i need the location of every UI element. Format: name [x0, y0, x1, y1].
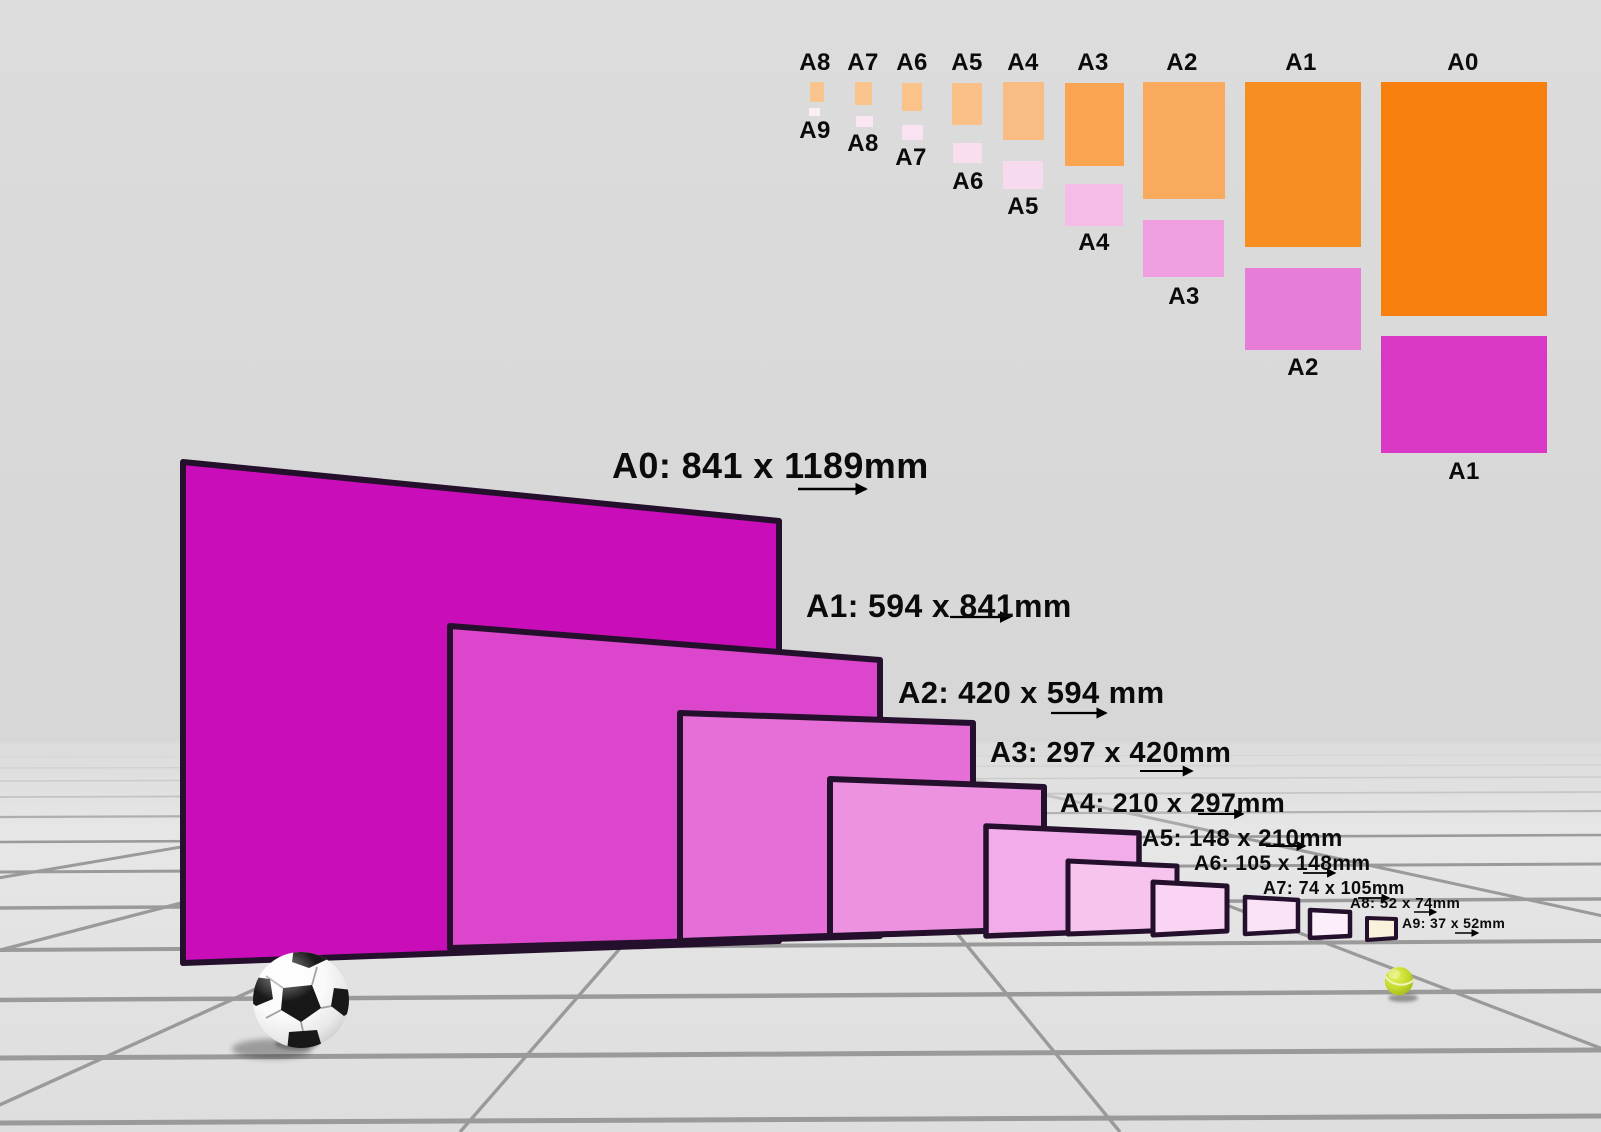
panel-sheet-pink-A2	[1245, 268, 1361, 350]
soccer-ball-pattern	[253, 952, 349, 1048]
panel-label-top-A0: A0	[1447, 49, 1479, 76]
panel-label-bottom-A1: A1	[1448, 458, 1480, 485]
sheet-row	[180, 459, 1398, 966]
panel-sheet-pink-A5	[1003, 161, 1043, 189]
sheet-label-A5: A5: 148 x 210mm	[1142, 825, 1343, 852]
sheet-A8	[1307, 907, 1353, 941]
sheet-label-A0: A0: 841 x 1189mm	[612, 445, 929, 486]
panel-label-bottom-A3: A3	[1168, 283, 1200, 310]
panel-sheet-pink-A6	[953, 143, 982, 163]
sheet-label-A8: A8: 52 x 74mm	[1350, 895, 1461, 912]
panel-label-bottom-A5: A5	[1007, 193, 1039, 220]
panel-sheet-orange-A4	[1003, 82, 1044, 140]
sheet-label-A3: A3: 297 x 420mm	[990, 737, 1232, 769]
sheet-A9	[1365, 916, 1398, 942]
panel-sheet-orange-A7	[855, 82, 872, 105]
panel-label-top-A8: A8	[799, 49, 831, 76]
sheet-label-A6: A6: 105 x 148mm	[1194, 852, 1371, 875]
width-arrows	[798, 482, 1480, 937]
panel-label-bottom-A2: A2	[1287, 354, 1319, 381]
size-comparison-panel	[809, 82, 1547, 453]
panel-sheet-orange-A6	[902, 83, 922, 111]
panel-sheet-pink-A3	[1143, 220, 1224, 277]
panel-sheet-orange-A3	[1065, 83, 1124, 166]
panel-sheet-orange-A0	[1381, 82, 1547, 316]
panel-sheet-pink-A7	[902, 125, 923, 140]
panel-label-bottom-A4: A4	[1078, 229, 1110, 256]
panel-label-bottom-A7: A7	[895, 144, 927, 171]
floor-grid-line	[0, 1113, 1601, 1126]
panel-label-top-A6: A6	[896, 49, 928, 76]
panel-sheet-pink-A9	[809, 108, 820, 116]
tennis-ball-highlight	[1388, 969, 1400, 979]
sheet-label-A9: A9: 37 x 52mm	[1402, 915, 1506, 931]
panel-label-top-A5: A5	[951, 49, 983, 76]
panel-sheet-orange-A2	[1143, 82, 1225, 199]
panel-sheet-pink-A4	[1065, 184, 1123, 226]
soccer-ball	[232, 952, 349, 1059]
sheet-label-A4: A4: 210 x 297mm	[1060, 788, 1286, 818]
panel-sheet-orange-A8	[810, 82, 824, 102]
tennis-ball-body	[1384, 966, 1414, 996]
panel-label-bottom-A9: A9	[799, 117, 831, 144]
panel-label-top-A4: A4	[1007, 49, 1039, 76]
panel-label-bottom-A8: A8	[847, 130, 879, 157]
sheet-label-A7: A7: 74 x 105mm	[1263, 878, 1405, 898]
sheet-label-A2: A2: 420 x 594 mm	[898, 675, 1165, 710]
panel-sheet-orange-A5	[952, 83, 982, 125]
panel-label-top-A3: A3	[1077, 49, 1109, 76]
panel-sheet-orange-A1	[1245, 82, 1361, 247]
panel-sheet-pink-A1	[1381, 336, 1547, 453]
sheet-A7	[1242, 894, 1301, 937]
panel-sheet-pink-A8	[856, 116, 873, 127]
sheet-label-A1: A1: 594 x 841mm	[806, 588, 1072, 624]
sheet-A6	[1150, 879, 1230, 938]
panel-label-top-A2: A2	[1166, 49, 1198, 76]
panel-label-bottom-A6: A6	[952, 168, 984, 195]
panel-label-top-A1: A1	[1285, 49, 1317, 76]
panel-label-top-A7: A7	[847, 49, 879, 76]
tennis-ball-shadow	[1388, 994, 1418, 1002]
